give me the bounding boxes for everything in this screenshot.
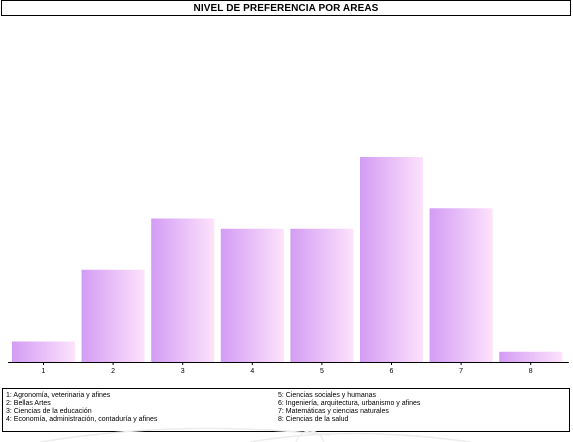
x-ticks-group: 1 2 3 4 5 6 7 8 xyxy=(42,362,533,375)
chart-title-box: NIVEL DE PREFERENCIA POR AREAS xyxy=(1,0,571,16)
legend-item: 6: Ingeniería, arquitectura, urbanismo y… xyxy=(278,400,421,407)
bar-1 xyxy=(12,341,75,362)
bars-group xyxy=(12,157,563,362)
legend-item: 1: Agronomía, veterinaria y afines xyxy=(6,392,111,399)
legend-item: 2: Bellas Artes xyxy=(6,400,51,407)
legend-item: 3: Ciencias de la educación xyxy=(6,408,92,415)
legend-item: 7: Matemáticas y ciencias naturales xyxy=(278,408,389,415)
bar-2 xyxy=(81,269,145,362)
bar-3 xyxy=(151,218,215,362)
legend-column-right: 5: Ciencias sociales y humanas 6: Ingeni… xyxy=(278,392,420,424)
legend-item: 8: Ciencias de la salud xyxy=(278,416,349,423)
category-legend: 1: Agronomía, veterinaria y afines 2: Be… xyxy=(2,388,570,432)
legend-column-left: 1: Agronomía, veterinaria y afines 2: Be… xyxy=(6,392,157,424)
x-tick-label: 8 xyxy=(529,368,533,375)
legend-item: 4: Economía, administración, contaduría … xyxy=(6,416,158,423)
legend-item: 5: Ciencias sociales y humanas xyxy=(278,392,377,399)
x-tick-label: 5 xyxy=(320,368,324,375)
bar-5 xyxy=(290,228,354,362)
x-tick-label: 7 xyxy=(459,368,463,375)
chart-title: NIVEL DE PREFERENCIA POR AREAS xyxy=(193,2,379,14)
x-tick-label: 6 xyxy=(390,368,394,375)
bar-6 xyxy=(360,157,423,362)
bar-7 xyxy=(429,208,493,362)
bar-8 xyxy=(499,351,563,362)
bar-4 xyxy=(220,228,284,362)
x-tick-label: 4 xyxy=(250,368,254,375)
x-tick-label: 3 xyxy=(181,368,185,375)
x-tick-label: 1 xyxy=(42,368,46,375)
x-tick-label: 2 xyxy=(111,368,115,375)
